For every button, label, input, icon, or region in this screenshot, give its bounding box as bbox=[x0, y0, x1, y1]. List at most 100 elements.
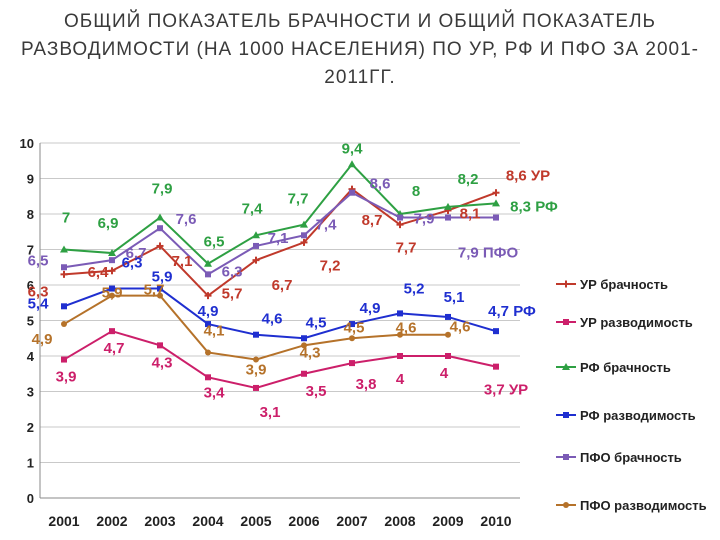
data-point bbox=[445, 353, 451, 359]
data-label: 4,5 bbox=[306, 314, 327, 331]
data-label: 5,9 bbox=[152, 269, 173, 286]
data-point bbox=[61, 303, 67, 310]
x-tick-label: 2008 bbox=[384, 513, 415, 529]
data-point bbox=[253, 331, 259, 338]
data-point bbox=[157, 292, 163, 299]
data-point bbox=[109, 328, 115, 335]
data-label: 4,7 bbox=[104, 340, 125, 357]
x-tick-label: 2009 bbox=[432, 513, 463, 529]
legend-item: ПФО брачность bbox=[556, 450, 682, 465]
data-label: 5,2 bbox=[404, 280, 425, 297]
data-label: 8,7 bbox=[362, 212, 383, 229]
x-tick-label: 2010 bbox=[480, 513, 511, 529]
data-label: 4,1 bbox=[204, 322, 225, 339]
y-tick-label: 7 bbox=[27, 243, 34, 258]
data-label: 4,6 bbox=[262, 311, 283, 328]
data-point bbox=[492, 199, 500, 207]
legend-label: РФ брачность bbox=[580, 360, 671, 375]
data-point bbox=[253, 356, 259, 363]
data-point bbox=[204, 292, 212, 300]
data-point bbox=[61, 356, 67, 363]
legend-item: РФ разводимость bbox=[556, 408, 696, 423]
data-point bbox=[205, 321, 211, 328]
data-label: 6,3 bbox=[28, 283, 49, 300]
data-point bbox=[60, 245, 68, 253]
data-label: 3,8 bbox=[356, 376, 377, 393]
data-point bbox=[157, 225, 163, 232]
data-label: 7,9 bbox=[414, 211, 435, 228]
data-point bbox=[301, 232, 307, 239]
legend-label: УР брачность bbox=[580, 277, 668, 292]
data-label: 8,3 РФ bbox=[510, 198, 558, 215]
data-label: 7,7 bbox=[396, 240, 417, 257]
data-label: 6,7 bbox=[272, 277, 293, 294]
data-label: 7,9 ПФО bbox=[458, 245, 519, 262]
data-label: 3,7 УР bbox=[484, 382, 528, 399]
data-point bbox=[109, 285, 115, 292]
data-point bbox=[156, 213, 164, 221]
data-point bbox=[349, 335, 355, 342]
data-point bbox=[349, 321, 355, 328]
data-point bbox=[493, 214, 499, 221]
data-label: 7,4 bbox=[242, 200, 264, 217]
data-label: 4,5 bbox=[344, 319, 365, 336]
y-tick-label: 1 bbox=[27, 456, 34, 471]
data-point bbox=[157, 285, 163, 292]
data-point bbox=[252, 256, 260, 264]
data-point bbox=[109, 292, 115, 299]
data-label: 7,6 bbox=[176, 211, 197, 228]
y-tick-label: 6 bbox=[27, 278, 34, 293]
series-line bbox=[63, 330, 497, 389]
y-tick-label: 9 bbox=[27, 172, 34, 187]
x-tick-label: 2003 bbox=[144, 513, 175, 529]
data-label: 6,4 bbox=[88, 264, 110, 281]
data-label: 7,1 bbox=[172, 253, 193, 270]
data-point bbox=[445, 214, 451, 221]
legend-label: УР разводимость bbox=[580, 315, 693, 330]
data-point bbox=[349, 189, 355, 196]
data-point bbox=[349, 360, 355, 367]
legend-label: ПФО разводимость bbox=[580, 498, 707, 513]
legend-item: РФ брачность bbox=[556, 360, 671, 375]
y-tick-label: 10 bbox=[20, 136, 34, 151]
data-point bbox=[397, 310, 403, 317]
legend-marker bbox=[563, 502, 569, 508]
data-label: 7,9 bbox=[152, 181, 173, 198]
data-label: 6,3 bbox=[122, 255, 143, 272]
legend-marker bbox=[563, 319, 569, 325]
legend-marker bbox=[562, 363, 570, 370]
data-point bbox=[204, 259, 212, 267]
data-point bbox=[205, 271, 211, 278]
page-title: ОБЩИЙ ПОКАЗАТЕЛЬ БРАЧНОСТИ И ОБЩИЙ ПОКАЗ… bbox=[21, 11, 699, 88]
data-label: 5,9 bbox=[102, 285, 123, 302]
data-label: 4,3 bbox=[152, 354, 173, 371]
x-tick-label: 2006 bbox=[288, 513, 319, 529]
data-point bbox=[61, 264, 67, 271]
data-label: 4,3 bbox=[300, 344, 321, 361]
data-point bbox=[301, 335, 307, 342]
data-label: 7,4 bbox=[316, 216, 338, 233]
y-tick-label: 8 bbox=[27, 207, 34, 222]
legend-item: ПФО разводимость bbox=[556, 498, 707, 513]
data-point bbox=[397, 214, 403, 221]
data-point bbox=[157, 342, 163, 349]
data-label: 4,7 РФ bbox=[488, 303, 536, 320]
data-point bbox=[348, 160, 356, 168]
data-point bbox=[156, 242, 164, 250]
data-label: 7,2 bbox=[320, 257, 341, 274]
data-point bbox=[301, 342, 307, 349]
data-label: 5,4 bbox=[28, 295, 50, 312]
data-point bbox=[397, 331, 403, 338]
legend-marker bbox=[562, 280, 570, 288]
data-point bbox=[445, 313, 451, 320]
legend-label: ПФО брачность bbox=[580, 450, 682, 465]
data-label: 6,9 bbox=[98, 215, 119, 232]
series-line bbox=[63, 191, 496, 276]
series-line bbox=[63, 287, 497, 340]
data-point bbox=[205, 349, 211, 356]
data-point bbox=[252, 231, 260, 239]
legend-item: УР разводимость bbox=[556, 315, 693, 330]
data-label: 5,7 bbox=[144, 282, 165, 299]
data-point bbox=[109, 257, 115, 264]
data-point bbox=[445, 331, 451, 338]
